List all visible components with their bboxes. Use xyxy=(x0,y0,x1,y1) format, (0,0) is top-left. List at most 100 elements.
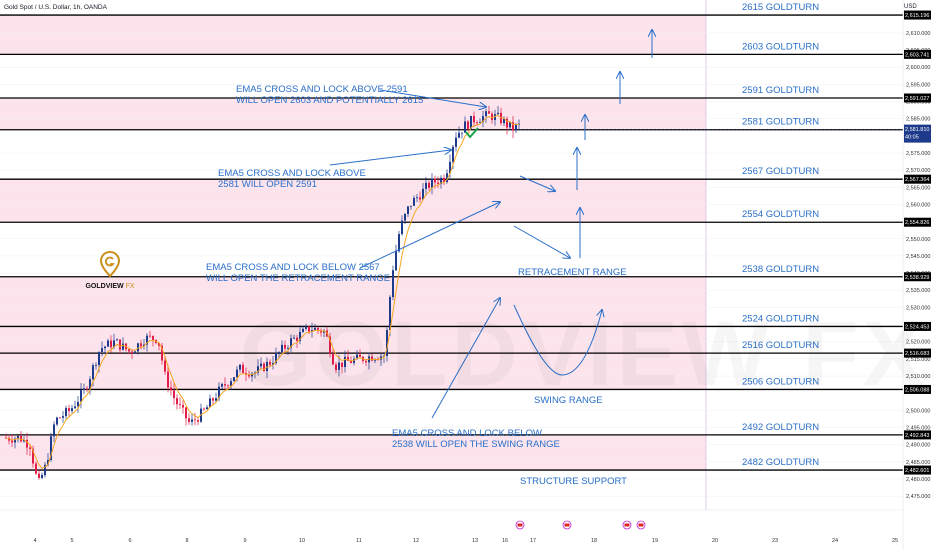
candle-body xyxy=(464,121,466,133)
candle-body xyxy=(356,354,358,359)
candle-body xyxy=(38,473,40,478)
candle-body xyxy=(518,123,520,125)
time-tick: 16 xyxy=(502,538,508,544)
candle-body xyxy=(371,356,373,361)
level-label: 2603 GOLDTURN xyxy=(742,41,819,52)
candle-body xyxy=(116,339,118,341)
price-tick: 2,590.000 xyxy=(906,100,930,106)
logo-pin-icon xyxy=(99,250,121,278)
level-price-box xyxy=(904,321,931,331)
current-price-box xyxy=(904,124,931,143)
logo-brand: GOLDVIEW xyxy=(85,283,124,290)
arrow-2538-pointer xyxy=(431,298,500,419)
candle-body xyxy=(293,337,295,339)
time-axis[interactable]: 4 5 6 8 9 10 11 12 13 16 17 18 19 20 23 24 25 xyxy=(0,509,903,544)
candle-body xyxy=(89,379,91,390)
candle-body xyxy=(98,351,100,365)
candle-body xyxy=(422,188,424,200)
level-label: 2538 GOLDTURN xyxy=(742,264,819,275)
price-tick: 2,570.000 xyxy=(906,168,930,174)
annotation-text: EMA5 CROSS AND LOCK ABOVE xyxy=(218,168,366,179)
price-tick: 2,545.000 xyxy=(906,254,930,260)
time-tick: 8 xyxy=(185,538,188,544)
candle-body xyxy=(248,374,250,377)
zone-1 xyxy=(0,97,706,130)
candle-body xyxy=(26,439,28,448)
candle-body xyxy=(485,111,487,117)
candle-body xyxy=(473,115,475,123)
price-tick: 2,515.000 xyxy=(906,357,930,363)
level-label: 2516 GOLDTURN xyxy=(742,340,819,351)
candle-body xyxy=(23,439,25,442)
arrow-swing-curve xyxy=(513,304,602,376)
level-label: 2524 GOLDTURN xyxy=(742,313,819,324)
price-axis[interactable]: 2,610.0002,605.0002,600.0002,595.0002,59… xyxy=(902,0,932,550)
symbol-title: Gold Spot / U.S. Dollar, 1h, OANDA xyxy=(4,4,107,11)
candle-body xyxy=(470,115,472,129)
time-tick: 17 xyxy=(530,538,536,544)
level-price-box xyxy=(904,430,931,440)
candle-body xyxy=(350,360,352,364)
zone-3 xyxy=(0,276,706,390)
annotation-text: EMA5 CROSS AND LOCK BELOW xyxy=(392,428,542,439)
range-label: STRUCTURE SUPPORT xyxy=(520,476,627,487)
candle-body xyxy=(50,436,52,460)
candle-body xyxy=(311,330,313,332)
candle-body xyxy=(17,436,19,439)
time-tick: 19 xyxy=(652,538,658,544)
price-tick: 2,610.000 xyxy=(906,31,930,37)
candle-body xyxy=(209,398,211,408)
candle-body xyxy=(212,398,214,401)
candle-body xyxy=(410,205,412,207)
level-price-text: 2,538.929 xyxy=(905,275,929,281)
level-label: 2581 GOLDTURN xyxy=(742,117,819,128)
level-price-box xyxy=(904,217,931,227)
candle-body xyxy=(296,337,298,341)
arrow-2567-pointer xyxy=(359,202,500,269)
candle-body xyxy=(281,344,283,353)
price-tick: 2,510.000 xyxy=(906,374,930,380)
candle-body xyxy=(194,419,196,421)
candle-body xyxy=(239,364,241,370)
candle-body xyxy=(332,354,334,365)
candle-body xyxy=(458,132,460,138)
candle-body xyxy=(515,124,517,131)
watermark: GOLDVIEW FX xyxy=(240,302,928,407)
level-price-box xyxy=(904,465,931,475)
candle-body xyxy=(215,398,217,401)
candle-body xyxy=(404,213,406,221)
candle-body xyxy=(104,346,106,349)
candle-body xyxy=(269,361,271,365)
candle-body xyxy=(389,297,391,331)
candle-body xyxy=(143,344,145,347)
time-tick: 10 xyxy=(299,538,305,544)
price-tick: 2,530.000 xyxy=(906,305,930,311)
candle-body xyxy=(443,177,445,182)
candle-body xyxy=(491,113,493,120)
candle-body xyxy=(68,408,70,412)
candle-body xyxy=(77,401,79,407)
candle-body xyxy=(86,388,88,390)
candle-body xyxy=(287,347,289,349)
level-price-text: 2,567.364 xyxy=(905,177,929,183)
candles-layer xyxy=(5,105,903,480)
candle-body xyxy=(260,363,262,367)
gridlines-layer xyxy=(0,32,903,497)
candle-body xyxy=(401,220,403,235)
candle-body xyxy=(497,112,499,115)
candle-body xyxy=(488,111,490,114)
time-tick: 6 xyxy=(128,538,131,544)
price-tick: 2,560.000 xyxy=(906,202,930,208)
level-price-text: 2,615.196 xyxy=(905,13,929,19)
currency-label[interactable]: USD xyxy=(904,4,917,10)
candle-body xyxy=(122,343,124,350)
candle-body xyxy=(344,356,346,367)
candle-body xyxy=(221,384,223,387)
candle-body xyxy=(482,116,484,123)
price-tick: 2,575.000 xyxy=(906,151,930,157)
candle-body xyxy=(407,206,409,214)
candle-body xyxy=(467,121,469,129)
candle-body xyxy=(233,377,235,382)
candle-body xyxy=(338,362,340,370)
